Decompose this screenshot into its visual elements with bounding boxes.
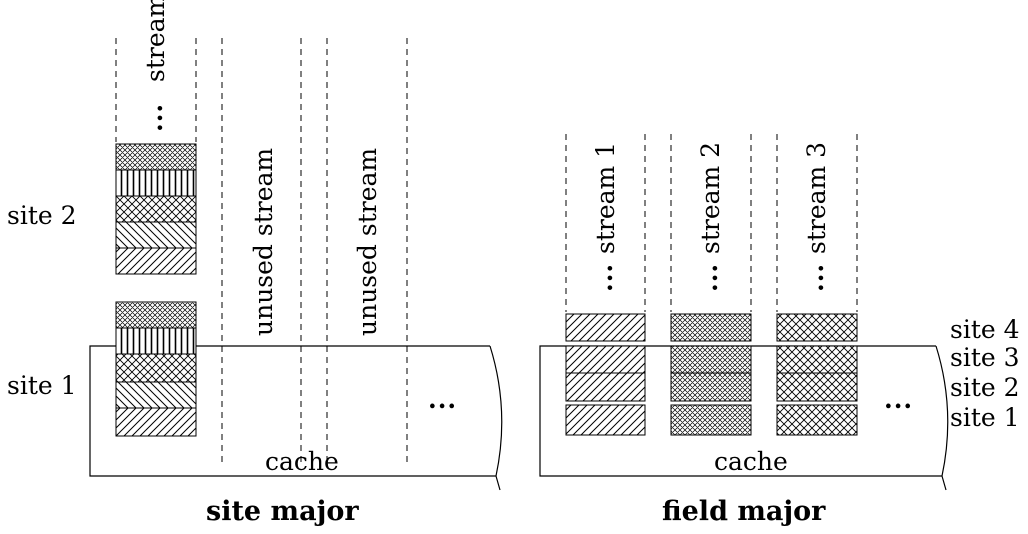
site-major-caption: site major <box>206 496 359 527</box>
stream-2-column <box>670 313 752 436</box>
site-2-field-block <box>115 143 197 275</box>
site-1-field-block <box>115 301 197 437</box>
field-major-caption: field major <box>662 496 826 527</box>
field-major-ellipsis: ... <box>884 385 913 414</box>
field-block <box>115 353 197 383</box>
stream-3-column <box>776 313 858 436</box>
site-major-cache-box <box>89 345 503 491</box>
unused-stream-label-2: unused stream <box>353 148 382 336</box>
site-major-cache-label: cache <box>265 447 339 476</box>
field-block <box>670 313 752 342</box>
site-1-label: site 1 <box>7 371 77 400</box>
stream-1-dots: ... <box>589 263 618 292</box>
site-major-panel: site 2 site 1 ... stream unused stream u… <box>7 0 503 527</box>
field-major-stream-dividers <box>565 134 858 312</box>
field-block <box>115 301 197 329</box>
site-2-label: site 2 <box>7 201 77 230</box>
stream-1-column <box>565 313 646 436</box>
field-block <box>115 195 197 223</box>
field-block <box>776 313 858 342</box>
field-block <box>115 327 197 355</box>
stream-dots: ... <box>139 103 168 132</box>
field-block <box>115 169 197 197</box>
unused-stream-label-1: unused stream <box>249 148 278 336</box>
field-block <box>670 372 752 402</box>
field-block <box>670 345 752 374</box>
field-block <box>776 404 858 436</box>
site-major-stream-dividers <box>115 38 408 464</box>
field-major-panel: ... stream 1 ... stream 2 ... stream 3 .… <box>539 134 1020 527</box>
field-block <box>115 143 197 171</box>
field-block <box>565 345 646 374</box>
field-block <box>115 221 197 249</box>
field-block <box>776 345 858 374</box>
field-block <box>776 372 858 402</box>
field-block <box>565 404 646 436</box>
field-major-cache-label: cache <box>714 447 788 476</box>
field-block <box>565 313 646 342</box>
stream-2-dots: ... <box>694 263 723 292</box>
site-4-label: site 4 <box>950 315 1020 344</box>
field-block <box>115 247 197 275</box>
field-block <box>565 372 646 402</box>
site-major-ellipsis: ... <box>428 385 457 414</box>
field-block <box>670 404 752 436</box>
stream-1-label: stream 1 <box>591 142 620 254</box>
site-1-label-right: site 1 <box>950 403 1020 432</box>
stream-label: stream <box>141 0 170 82</box>
stream-3-label: stream 3 <box>802 142 831 254</box>
site-2-label-right: site 2 <box>950 373 1020 402</box>
field-block <box>115 381 197 409</box>
stream-2-label: stream 2 <box>696 142 725 254</box>
stream-3-dots: ... <box>800 263 829 292</box>
field-block <box>115 407 197 437</box>
site-3-label: site 3 <box>950 343 1020 372</box>
